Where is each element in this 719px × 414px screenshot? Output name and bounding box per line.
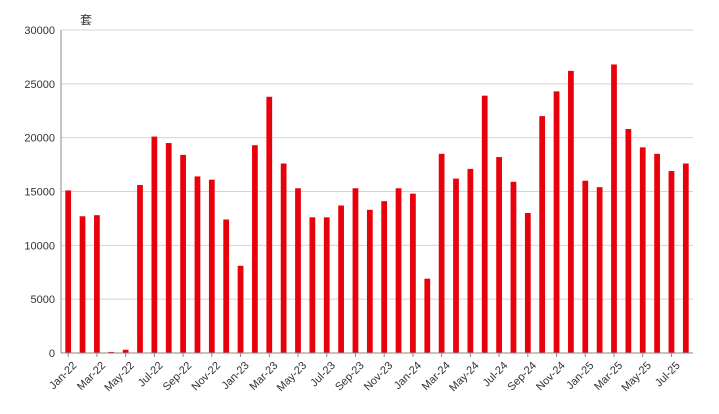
bar-jun-24 [481, 95, 488, 353]
bar-jun-23 [309, 217, 316, 353]
x-tick-label: Jan-22 [47, 360, 79, 392]
bar-oct-24 [539, 116, 546, 353]
x-tick-label: Mar-24 [420, 360, 453, 393]
bar-apr-23 [280, 163, 287, 353]
x-tick-label: Jan-24 [392, 360, 424, 392]
bar-may-22 [122, 349, 129, 353]
bar-jul-24 [496, 157, 502, 353]
x-tick-label: Jan-25 [564, 360, 596, 392]
y-tick-label: 5000 [31, 294, 55, 306]
axes [60, 30, 693, 357]
x-tick-label: Mar-22 [75, 360, 108, 393]
bar-oct-23 [366, 209, 373, 353]
bar-aug-23 [338, 205, 344, 353]
bar-nov-22 [208, 179, 215, 353]
bar-jan-22 [65, 190, 72, 353]
y-tick-label: 20000 [24, 133, 55, 145]
bar-apr-24 [453, 178, 459, 353]
bar-sep-23 [352, 188, 359, 353]
bar-mar-25 [611, 64, 617, 353]
bar-may-25 [639, 147, 646, 353]
bar-aug-24 [510, 181, 517, 353]
bar-aug-25 [682, 163, 689, 353]
x-tick-label: Sep-24 [505, 360, 539, 394]
x-tick-label: Nov-22 [189, 360, 223, 394]
y-unit-label: 套 [80, 13, 92, 27]
bar-may-23 [295, 188, 301, 353]
y-tick-label: 0 [49, 348, 55, 360]
x-tick-label: Sep-22 [161, 360, 195, 394]
x-tick-label: Nov-23 [362, 360, 396, 394]
bar-sep-22 [180, 154, 186, 353]
bar-apr-22 [108, 351, 115, 353]
x-tick-label: Mar-25 [592, 360, 625, 393]
y-tick-label: 10000 [24, 240, 55, 252]
bar-apr-25 [625, 129, 632, 353]
bar-mar-23 [266, 96, 273, 354]
bar-jan-25 [582, 180, 589, 353]
bar-feb-23 [252, 145, 258, 353]
bar-jan-23 [237, 265, 244, 353]
bar-dec-23 [395, 188, 402, 353]
x-tick-label: May-25 [620, 360, 654, 394]
bar-dec-24 [568, 70, 574, 353]
bar-jun-22 [137, 185, 143, 353]
bar-feb-24 [424, 278, 431, 353]
bar-jun-25 [654, 153, 660, 353]
y-tick-labels: 0 5000 10000 15000 20000 25000 30000 [24, 25, 55, 360]
bar-jul-23 [323, 217, 330, 353]
x-tick-label: Jul-25 [653, 360, 683, 390]
bar-jul-25 [668, 171, 675, 353]
x-tick-label: Sep-23 [333, 360, 367, 394]
x-tick-label: Nov-24 [534, 360, 568, 394]
bar-oct-22 [194, 176, 201, 353]
x-tick-label: May-22 [102, 360, 136, 394]
y-tick-label: 30000 [24, 25, 55, 37]
bar-mar-22 [94, 215, 100, 353]
x-tick-label: Mar-23 [247, 360, 280, 393]
bar-may-24 [467, 168, 474, 353]
x-tick-label: May-23 [275, 360, 309, 394]
bar-nov-23 [381, 201, 388, 353]
bar-feb-22 [79, 216, 86, 353]
bars [65, 64, 689, 354]
bar-jan-24 [410, 193, 416, 353]
bar-nov-24 [553, 91, 560, 354]
x-tick-label: May-24 [447, 360, 481, 394]
bar-jul-22 [151, 136, 158, 353]
bar-aug-22 [165, 143, 172, 353]
bar-feb-25 [596, 187, 603, 353]
bar-dec-22 [223, 219, 230, 353]
y-tick-label: 25000 [24, 79, 55, 91]
y-tick-label: 15000 [24, 187, 55, 199]
bar-sep-24 [524, 213, 531, 353]
bar-mar-24 [438, 153, 445, 353]
x-tick-label: Jan-23 [219, 360, 251, 392]
